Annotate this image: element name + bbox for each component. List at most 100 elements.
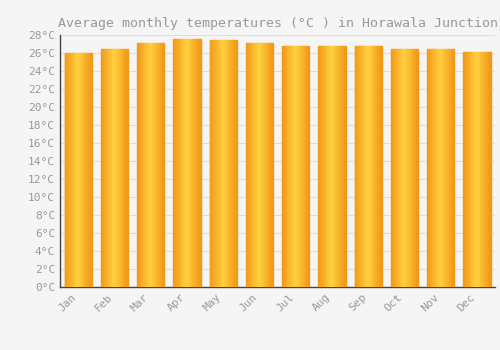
Bar bbox=[409, 49, 410, 287]
Bar bbox=[368, 46, 369, 287]
Bar bbox=[485, 52, 486, 287]
Bar bbox=[470, 52, 472, 287]
Bar bbox=[339, 46, 340, 287]
Bar bbox=[101, 49, 102, 287]
Bar bbox=[127, 49, 128, 287]
Bar bbox=[436, 49, 437, 287]
Title: Average monthly temperatures (°C ) in Horawala Junction: Average monthly temperatures (°C ) in Ho… bbox=[58, 17, 498, 30]
Bar bbox=[366, 46, 368, 287]
Bar bbox=[343, 46, 344, 287]
Bar bbox=[450, 49, 452, 287]
Bar bbox=[198, 38, 200, 287]
Bar bbox=[70, 53, 71, 287]
Bar bbox=[440, 49, 442, 287]
Bar bbox=[106, 49, 107, 287]
Bar bbox=[89, 53, 90, 287]
Bar bbox=[475, 52, 476, 287]
Bar bbox=[251, 43, 252, 287]
Bar bbox=[391, 49, 418, 287]
Bar bbox=[111, 49, 112, 287]
Bar bbox=[157, 43, 158, 287]
Bar bbox=[87, 53, 88, 287]
Bar bbox=[330, 46, 331, 287]
Bar bbox=[232, 40, 233, 287]
Bar bbox=[77, 53, 78, 287]
Bar bbox=[406, 49, 407, 287]
Bar bbox=[282, 46, 283, 287]
Bar bbox=[376, 46, 377, 287]
Bar bbox=[261, 43, 262, 287]
Bar bbox=[182, 38, 184, 287]
Bar bbox=[190, 38, 192, 287]
Bar bbox=[429, 49, 430, 287]
Bar bbox=[400, 49, 401, 287]
Bar bbox=[220, 40, 222, 287]
Bar bbox=[233, 40, 234, 287]
Bar bbox=[213, 40, 214, 287]
Bar bbox=[442, 49, 444, 287]
Bar bbox=[84, 53, 86, 287]
Bar bbox=[398, 49, 399, 287]
Bar bbox=[125, 49, 126, 287]
Bar bbox=[430, 49, 432, 287]
Bar bbox=[467, 52, 468, 287]
Bar bbox=[144, 43, 145, 287]
Bar bbox=[146, 43, 147, 287]
Bar bbox=[357, 46, 358, 287]
Bar bbox=[326, 46, 328, 287]
Bar bbox=[126, 49, 127, 287]
Bar bbox=[109, 49, 110, 287]
Bar bbox=[303, 46, 304, 287]
Bar bbox=[178, 38, 180, 287]
Bar bbox=[360, 46, 361, 287]
Bar bbox=[159, 43, 160, 287]
Bar bbox=[142, 43, 144, 287]
Bar bbox=[293, 46, 294, 287]
Bar bbox=[444, 49, 445, 287]
Bar bbox=[264, 43, 265, 287]
Bar bbox=[417, 49, 418, 287]
Bar bbox=[223, 40, 224, 287]
Bar bbox=[407, 49, 408, 287]
Bar bbox=[119, 49, 120, 287]
Bar bbox=[392, 49, 394, 287]
Bar bbox=[434, 49, 435, 287]
Bar bbox=[362, 46, 364, 287]
Bar bbox=[439, 49, 440, 287]
Bar bbox=[370, 46, 371, 287]
Bar bbox=[466, 52, 467, 287]
Bar bbox=[120, 49, 121, 287]
Bar bbox=[174, 38, 175, 287]
Bar bbox=[321, 46, 322, 287]
Bar bbox=[446, 49, 447, 287]
Bar bbox=[487, 52, 488, 287]
Bar bbox=[120, 49, 122, 287]
Bar bbox=[137, 43, 138, 287]
Bar bbox=[379, 46, 380, 287]
Bar bbox=[80, 53, 81, 287]
Bar bbox=[268, 43, 270, 287]
Bar bbox=[178, 38, 179, 287]
Bar bbox=[224, 40, 225, 287]
Bar bbox=[306, 46, 308, 287]
Bar bbox=[112, 49, 114, 287]
Bar bbox=[91, 53, 92, 287]
Bar bbox=[447, 49, 448, 287]
Bar bbox=[402, 49, 404, 287]
Bar bbox=[377, 46, 378, 287]
Bar bbox=[372, 46, 374, 287]
Bar bbox=[124, 49, 126, 287]
Bar bbox=[449, 49, 450, 287]
Bar bbox=[397, 49, 398, 287]
Bar bbox=[262, 43, 263, 287]
Bar bbox=[230, 40, 232, 287]
Bar bbox=[340, 46, 341, 287]
Bar bbox=[78, 53, 79, 287]
Bar bbox=[438, 49, 439, 287]
Bar bbox=[468, 52, 469, 287]
Bar bbox=[428, 49, 429, 287]
Bar bbox=[210, 40, 236, 287]
Bar bbox=[214, 40, 215, 287]
Bar bbox=[101, 49, 128, 287]
Bar bbox=[319, 46, 320, 287]
